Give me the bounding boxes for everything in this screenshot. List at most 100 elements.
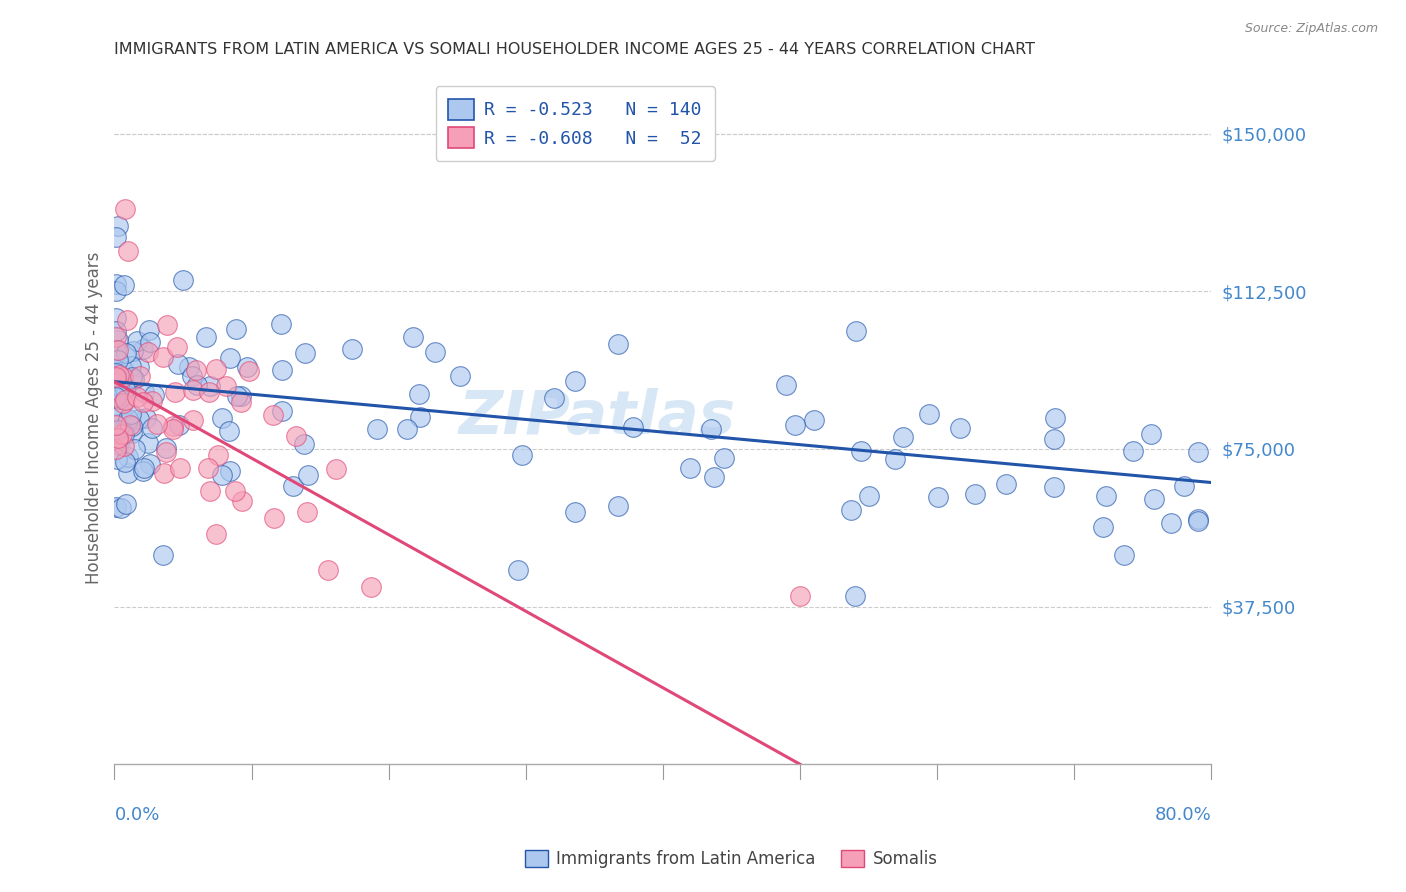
Point [995,477,1018,491]
Point [281,479,304,493]
Point [138,334,160,349]
Point [114,497,136,511]
Point [104,422,127,436]
Text: ZIPatlas: ZIPatlas [458,388,735,447]
Point [115,313,138,327]
Point [111,426,134,441]
Point [155,445,177,459]
Point [104,277,127,292]
Point [107,392,129,406]
Point [927,490,949,504]
Point [1139,427,1161,442]
Point [112,278,135,293]
Point [340,342,363,356]
Point [152,548,174,562]
Point [849,444,872,458]
Point [292,437,315,451]
Point [1122,444,1144,458]
Point [122,372,145,386]
Point [402,330,425,344]
Point [207,449,229,463]
Point [104,408,127,422]
Point [104,362,127,376]
Point [360,580,382,594]
Point [117,450,139,464]
Point [449,369,471,384]
Point [564,505,586,519]
Point [1094,489,1116,503]
Point [110,500,132,515]
Point [564,374,586,388]
Point [263,511,285,525]
Point [219,351,242,365]
Point [844,589,866,603]
Point [121,369,143,384]
Point [104,380,127,394]
Point [153,466,176,480]
Point [700,422,723,436]
Point [678,461,700,475]
Point [141,421,163,435]
Point [105,376,128,390]
Point [121,419,143,434]
Point [128,360,150,375]
Point [162,418,184,433]
Point [194,330,217,344]
Point [156,318,179,333]
Point [229,394,252,409]
Point [143,388,166,402]
Point [104,385,127,400]
Point [1112,548,1135,562]
Point [112,439,135,453]
Point [295,505,318,519]
Point [104,284,127,298]
Point [112,363,135,377]
Point [114,393,136,408]
Point [112,395,135,409]
Point [184,363,207,377]
Point [107,368,129,382]
Point [197,461,219,475]
Point [224,484,246,499]
Point [114,346,136,360]
Point [1043,411,1066,425]
Point [104,366,127,380]
Point [107,417,129,431]
Point [917,407,939,421]
Point [104,310,127,325]
Point [122,343,145,358]
Point [112,427,135,442]
Point [205,362,228,376]
Point [104,442,127,457]
Point [115,416,138,430]
Point [118,418,141,433]
Point [107,423,129,437]
Point [803,413,825,427]
Point [104,377,127,392]
Point [1187,514,1209,528]
Point [152,351,174,365]
Point [104,343,127,357]
Point [845,324,868,338]
Point [108,379,131,393]
Point [108,386,131,401]
Point [211,411,233,425]
Point [785,418,807,433]
Point [198,483,221,498]
Point [128,412,150,426]
Point [104,230,127,244]
Point [408,386,430,401]
Y-axis label: Householder Income Ages 25 - 44 years: Householder Income Ages 25 - 44 years [86,252,103,583]
Point [135,411,157,425]
Point [205,527,228,541]
Point [104,391,127,405]
Point [104,417,127,432]
Point [104,500,127,514]
Point [396,422,419,436]
Point [104,369,127,384]
Point [104,346,127,360]
Point [131,465,153,479]
Point [621,420,644,434]
Point [423,345,446,359]
Text: 80.0%: 80.0% [1154,805,1212,824]
